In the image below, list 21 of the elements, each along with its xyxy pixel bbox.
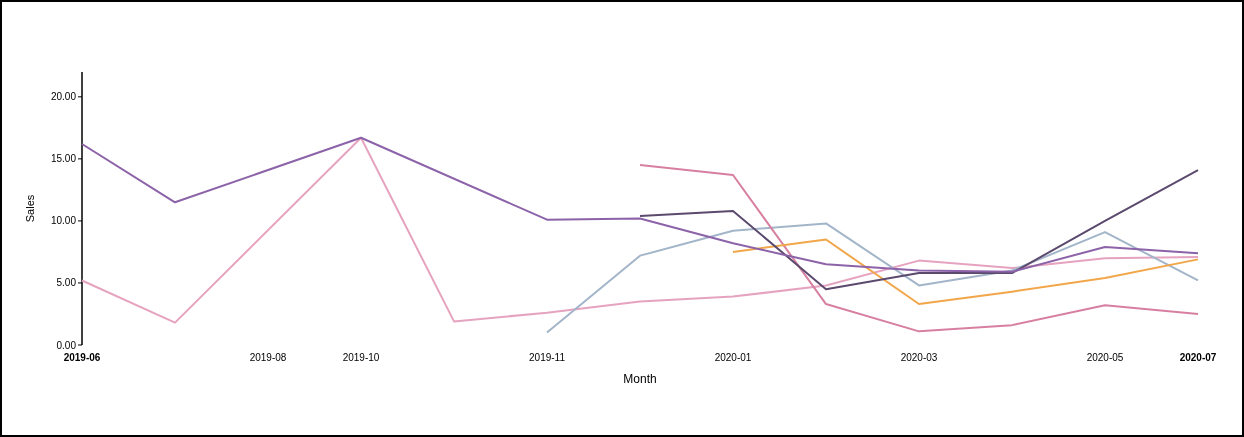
line-series (732, 238, 1199, 306)
line-series (639, 164, 1199, 333)
x-tick-label: 2020-03 (900, 352, 938, 363)
x-tick-label: 2019-08 (249, 352, 287, 363)
x-tick-label: 2020-07 (1179, 352, 1217, 363)
line-series (81, 136, 1199, 273)
x-tick-label: 2020-01 (714, 352, 752, 363)
x-axis-title: Month (623, 372, 657, 386)
y-tick-label: 10.00 (50, 215, 77, 227)
y-axis-title: Sales (24, 194, 36, 223)
y-tick-label: 15.00 (50, 153, 77, 165)
x-tick-label: 2020-05 (1086, 352, 1124, 363)
x-tick-label: 2019-11 (529, 352, 566, 363)
y-tick-label: 0.00 (56, 339, 77, 351)
line-series (546, 222, 1199, 334)
y-tick-label: 20.00 (50, 91, 77, 103)
y-tick-label: 5.00 (56, 277, 77, 289)
line-series (81, 136, 1199, 324)
x-tick-label: 2019-06 (63, 352, 101, 363)
x-tick-label: 2019-10 (342, 352, 380, 363)
line-series (639, 169, 1199, 291)
